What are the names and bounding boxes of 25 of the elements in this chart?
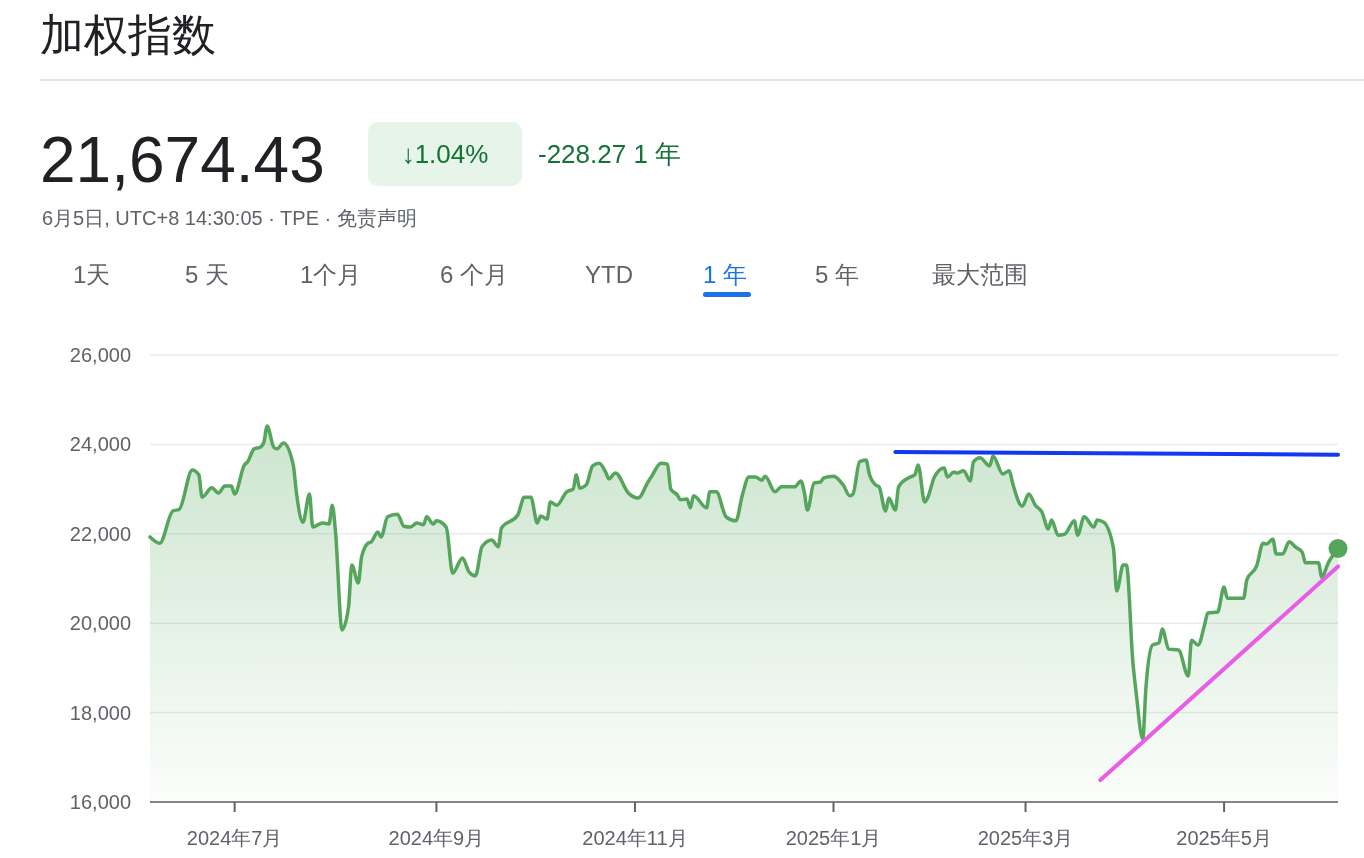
- y-tick-label: 20,000: [69, 612, 131, 635]
- x-tick-label: 2025年5月: [1176, 827, 1272, 849]
- text: YTD: [585, 261, 633, 288]
- text: 21,674.43: [40, 124, 325, 196]
- text: 6 个月: [440, 261, 509, 288]
- text: ↓1.04%: [401, 139, 489, 169]
- x-tick-label: 2024年11月: [582, 827, 688, 849]
- text: 最大范围: [932, 261, 1028, 288]
- y-tick-label: 18,000: [69, 701, 131, 724]
- text: -228.27 1 年: [538, 139, 682, 169]
- y-tick-label: 22,000: [69, 522, 131, 545]
- y-tick-label: 16,000: [69, 791, 131, 813]
- chart-title: 加权指数: [40, 10, 216, 59]
- x-tick-label: 2024年7月: [186, 827, 283, 849]
- y-tick-label: 26,000: [69, 344, 131, 366]
- y-tick-label: 24,000: [69, 433, 131, 456]
- chart-subtitle: 6月5日, UTC+8 14:30:05 · TPE · 免责声明: [42, 207, 417, 229]
- text: 5 年: [815, 261, 860, 288]
- x-tick-label: 2024年9月: [388, 827, 485, 849]
- text: 1 年: [703, 261, 748, 288]
- x-tick-label: 2025年3月: [977, 827, 1074, 849]
- text: 1个月: [300, 261, 362, 288]
- text: 5 天: [185, 261, 230, 288]
- x-tick-label: 2025年1月: [785, 827, 882, 849]
- text: 1天: [73, 261, 111, 288]
